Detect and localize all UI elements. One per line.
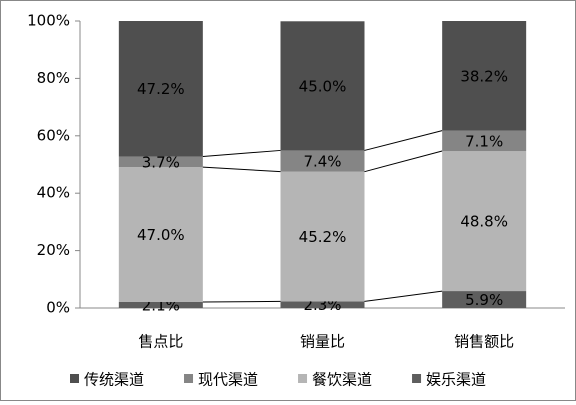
bar-segment bbox=[280, 150, 365, 172]
x-tick-label: 销售额比 bbox=[454, 333, 514, 351]
legend-swatch bbox=[412, 374, 422, 383]
bar-segment bbox=[280, 21, 365, 151]
y-tick-label: 40% bbox=[37, 184, 70, 202]
y-tick-label: 20% bbox=[37, 241, 70, 259]
bar-segment bbox=[442, 21, 527, 131]
value-label: 5.9% bbox=[465, 291, 503, 309]
y-tick-label: 80% bbox=[37, 69, 70, 87]
value-label: 3.7% bbox=[142, 153, 180, 171]
bar-segment bbox=[442, 151, 527, 292]
connector bbox=[364, 290, 443, 302]
legend-label: 娱乐渠道 bbox=[426, 371, 486, 389]
connector bbox=[364, 130, 443, 151]
value-label: 48.8% bbox=[460, 213, 508, 231]
legend-swatch bbox=[70, 374, 79, 383]
x-tick-label: 销量比 bbox=[300, 333, 345, 351]
bar-segment bbox=[118, 301, 203, 308]
bar-segment bbox=[280, 301, 365, 308]
bar-segment bbox=[118, 156, 203, 168]
x-tick-label: 售点比 bbox=[138, 333, 183, 351]
y-tick-label: 100% bbox=[27, 12, 70, 30]
connector bbox=[202, 300, 281, 303]
legend-label: 现代渠道 bbox=[198, 371, 258, 389]
y-tick-label: 60% bbox=[37, 126, 70, 144]
connector bbox=[364, 150, 443, 173]
value-label: 7.1% bbox=[465, 132, 503, 150]
y-tick-label: 0% bbox=[46, 299, 70, 317]
bar-segment bbox=[118, 167, 203, 302]
value-label: 47.2% bbox=[137, 80, 185, 98]
bar-segment bbox=[442, 130, 527, 152]
legend-label: 餐饮渠道 bbox=[312, 371, 372, 389]
bar-segment bbox=[280, 171, 365, 302]
value-label: 47.0% bbox=[137, 226, 185, 244]
connector bbox=[202, 166, 281, 173]
value-label: 45.0% bbox=[299, 77, 347, 95]
connector bbox=[202, 149, 281, 157]
legend-swatch bbox=[298, 374, 308, 383]
bar-segment bbox=[442, 291, 527, 308]
value-label: 45.2% bbox=[299, 228, 347, 246]
value-label: 38.2% bbox=[460, 67, 508, 85]
bar-segment bbox=[118, 21, 203, 157]
legend-label: 传统渠道 bbox=[84, 371, 144, 389]
legend-swatch bbox=[184, 374, 194, 383]
value-label: 7.4% bbox=[303, 153, 341, 171]
